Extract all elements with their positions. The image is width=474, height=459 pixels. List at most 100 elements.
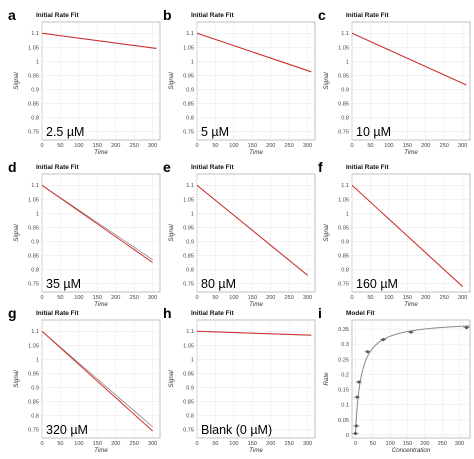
y-tick-label: 0.25 [338,357,349,363]
y-tick-label: 1.1 [31,183,39,189]
y-tick-label: 0.75 [183,130,194,136]
y-tick-label: 0.9 [341,239,349,245]
x-axis-label: Time [94,149,108,156]
y-tick-label: 0.8 [341,116,349,122]
y-axis-label: Signal [13,224,20,242]
x-tick-label: 200 [266,143,275,149]
plot-area [41,21,161,141]
panel-title: Initial Rate Fit [191,310,234,317]
y-tick-label: 1 [36,357,39,363]
x-tick-label: 100 [74,143,83,149]
concentration-label: 5 µM [201,125,229,139]
x-tick-label: 200 [420,441,429,447]
x-tick-label: 0 [40,295,43,301]
x-axis-label: Time [404,301,418,308]
panel-title: Initial Rate Fit [191,12,234,19]
x-tick-label: 0 [195,143,198,149]
y-tick-label: 0.95 [183,225,194,231]
x-tick-label: 300 [148,143,157,149]
y-tick-label: 0.75 [183,428,194,434]
panel-h: h Initial Rate Fit 0.75 0.8 0.85 0.9 0.95 1 1.05… [163,305,316,454]
y-tick-label: 1.05 [338,197,349,203]
x-tick-label: 150 [248,295,257,301]
y-tick-label: 1 [191,211,194,217]
x-tick-label: 50 [212,143,218,149]
y-tick-label: 0.8 [186,414,194,420]
plot-area [351,173,471,293]
y-tick-label: 0.75 [28,282,39,288]
x-tick-label: 0 [195,295,198,301]
x-tick-label: 0 [350,143,353,149]
panel-title: Initial Rate Fit [36,310,79,317]
x-tick-label: 250 [440,295,449,301]
panel-title: Initial Rate Fit [36,12,79,19]
x-axis-label: Time [404,149,418,156]
fit-line [42,330,153,432]
plot-area [351,21,471,141]
y-tick-label: 0.9 [341,87,349,93]
panel-f: f Initial Rate Fit 0.75 0.8 0.85 0.9 0.95 1 1.05… [318,159,471,308]
panel-i: i Model Fit 0 0.05 0.1 0.15 0.2 0.25 0.3 0.35 0 50 1… [318,305,471,454]
x-tick-label: 50 [57,295,63,301]
x-tick-label: 150 [93,295,102,301]
fit-line [197,32,312,73]
y-tick-label: 0.1 [341,403,349,409]
fit-line [352,32,467,86]
y-axis-label: Rate [323,372,330,386]
y-tick-label: 1.1 [186,183,194,189]
y-tick-label: 0.9 [186,385,194,391]
data-point [409,330,413,334]
y-tick-label: 1.1 [31,329,39,335]
plot-area [41,319,161,439]
x-tick-label: 200 [111,295,120,301]
y-tick-label: 0.95 [338,73,349,79]
x-tick-label: 300 [458,295,467,301]
x-tick-label: 100 [386,441,395,447]
concentration-label: 160 µM [356,277,398,291]
y-tick-label: 0.75 [338,130,349,136]
data-point [381,338,385,342]
y-tick-label: 1 [346,211,349,217]
x-tick-label: 0 [40,143,43,149]
panel-a: a Initial Rate Fit 0.75 0.8 0.85 0.9 0.95 1 1.05… [8,7,161,156]
y-tick-label: 0.85 [183,101,194,107]
y-tick-label: 0.8 [341,268,349,274]
y-tick-label: 1 [36,59,39,65]
y-axis-label: Signal [168,224,175,242]
x-tick-label: 300 [303,441,312,447]
panel-title: Initial Rate Fit [346,164,389,171]
x-axis-label: Time [94,301,108,308]
y-tick-label: 1.1 [186,31,194,37]
plot-area [41,173,161,293]
data-trace [42,330,153,428]
x-tick-label: 250 [130,441,139,447]
data-point [465,326,469,330]
y-tick-label: 1.05 [28,343,39,349]
panel-letter-f: f [318,159,323,175]
y-tick-label: 0.95 [28,225,39,231]
panel-letter-g: g [8,305,17,321]
panel-letter-b: b [163,7,172,23]
concentration-label: 35 µM [46,277,81,291]
y-tick-label: 1.05 [28,45,39,51]
y-tick-label: 0.8 [31,116,39,122]
y-tick-label: 0.35 [338,327,349,333]
y-tick-label: 1.1 [186,329,194,335]
plot-area [351,319,471,439]
x-tick-label: 250 [285,295,294,301]
y-axis-label: Signal [168,370,175,388]
y-tick-label: 0.9 [31,385,39,391]
x-tick-label: 250 [440,143,449,149]
y-tick-label: 0.15 [338,388,349,394]
y-tick-label: 0.95 [28,371,39,377]
plot-area [196,319,316,439]
x-tick-label: 0 [354,441,357,447]
concentration-label: Blank (0 µM) [201,423,272,437]
x-tick-label: 250 [130,295,139,301]
y-tick-label: 1.1 [31,31,39,37]
x-tick-label: 100 [74,441,83,447]
panel-letter-d: d [8,159,17,175]
y-tick-label: 0.75 [28,428,39,434]
panel-letter-i: i [318,305,322,321]
y-tick-label: 0.9 [186,87,194,93]
